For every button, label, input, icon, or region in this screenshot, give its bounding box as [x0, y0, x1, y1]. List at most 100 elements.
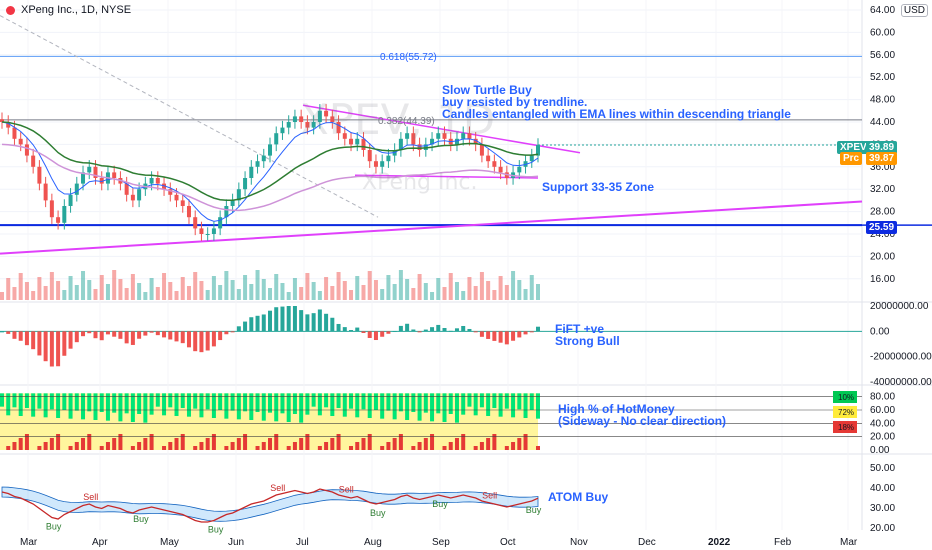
- hot-green-bar: [149, 393, 154, 415]
- volume-bar: [392, 284, 397, 300]
- fift-bar: [243, 321, 248, 332]
- hot-green-bar: [392, 393, 397, 420]
- fift-bar: [18, 331, 23, 341]
- atom-sell-label: Sell: [339, 485, 354, 495]
- candle-body: [380, 161, 385, 167]
- fift-bar: [417, 331, 422, 333]
- volume-bar: [299, 287, 304, 300]
- volume-bar: [243, 275, 248, 300]
- volume-bar: [486, 281, 491, 300]
- candle-body: [268, 144, 272, 156]
- volume-bar: [130, 274, 135, 300]
- candle-body: [255, 161, 260, 167]
- hot-red-bar: [448, 442, 453, 450]
- price-tick-label: 32.00: [870, 184, 895, 195]
- fift-tick-label: 20000000.00: [870, 301, 929, 312]
- fib-618-label: 0.618(55.72): [380, 52, 437, 63]
- fift-bar: [118, 331, 123, 339]
- hot-red-bar: [430, 434, 435, 450]
- hot-red-bar: [211, 434, 216, 450]
- atom-buy-label: Buy: [432, 499, 448, 509]
- candle-body: [411, 133, 416, 145]
- fift-bar: [130, 331, 135, 345]
- fift-bar: [43, 331, 48, 362]
- fift-bar: [479, 331, 484, 337]
- fift-bar: [249, 317, 254, 332]
- candle-body: [529, 155, 534, 162]
- fift-bar: [523, 331, 528, 335]
- hot-green-bar: [112, 393, 117, 413]
- hot-red-bar: [523, 434, 528, 450]
- volume-bar: [255, 270, 260, 300]
- candle-body: [461, 133, 466, 139]
- fift-bar: [411, 329, 416, 332]
- candle-body: [467, 133, 472, 139]
- volume-bar: [56, 281, 61, 300]
- hot-legend-value: 18%: [838, 423, 854, 432]
- ema-slow-line: [1, 121, 539, 201]
- hot-red-bar: [174, 438, 179, 450]
- volume-bar: [467, 277, 472, 300]
- descending-trendline: [302, 104, 581, 154]
- note-turtle-1: Slow Turtle Buy: [442, 83, 532, 97]
- volume-bar: [249, 284, 254, 300]
- currency-badge[interactable]: USD: [900, 4, 928, 17]
- dashed-fib-line: [0, 15, 379, 218]
- hot-red-bar: [511, 442, 516, 450]
- hot-green-bar: [473, 393, 478, 416]
- volume-bar: [479, 272, 484, 300]
- hot-green-bar: [529, 393, 534, 410]
- volume-bar: [498, 276, 503, 300]
- hot-green-bar: [342, 393, 347, 417]
- hot-green-bar: [523, 393, 528, 418]
- atom-sell-label: Sell: [83, 492, 98, 502]
- candle-body: [230, 200, 235, 206]
- hot-green-bar: [430, 393, 435, 422]
- hot-tick-label: 40.00: [870, 418, 895, 429]
- hot-green-bar: [536, 393, 540, 419]
- volume-bar: [68, 276, 73, 300]
- candle-body: [442, 133, 447, 139]
- atom-tick-label: 40.00: [870, 483, 895, 494]
- atom-sell-label: Sell: [270, 483, 285, 493]
- fift-bar: [473, 331, 478, 333]
- volume-bar: [174, 291, 179, 300]
- fift-bar: [274, 307, 279, 332]
- hot-red-bar: [199, 442, 204, 450]
- hot-green-bar: [398, 393, 403, 412]
- hot-legend-value: 10%: [838, 393, 854, 402]
- volume-bar: [6, 278, 11, 300]
- hot-green-bar: [236, 393, 241, 420]
- candle-body: [454, 138, 459, 145]
- hot-red-bar: [367, 434, 372, 450]
- volume-bar: [137, 283, 142, 300]
- fift-bar: [492, 331, 497, 341]
- hot-green-bar: [380, 393, 385, 419]
- time-tick-label: Dec: [638, 537, 656, 548]
- hot-red-bar: [517, 438, 522, 450]
- fift-bar: [236, 326, 241, 332]
- level-price-badge: 25.59: [866, 221, 898, 234]
- candle-body: [24, 144, 29, 156]
- volume-bar: [24, 282, 29, 300]
- fift-bar: [0, 331, 4, 333]
- price-tick-label: 20.00: [870, 251, 895, 262]
- prc-price-badge: 39.87: [866, 152, 898, 165]
- fift-tick-label: 0.00: [870, 326, 890, 337]
- symbol-title[interactable]: XPeng Inc., 1D, NYSE: [21, 4, 132, 16]
- fift-bar: [193, 331, 198, 352]
- candle-body: [68, 194, 73, 206]
- time-tick-label: Feb: [774, 537, 792, 548]
- fift-bar: [174, 331, 179, 342]
- hot-green-bar: [137, 393, 142, 414]
- fift-bar: [398, 325, 403, 332]
- fift-bar: [143, 331, 148, 336]
- hot-red-bar: [442, 446, 447, 450]
- status-dot-icon: [6, 5, 15, 15]
- volume-bar: [349, 290, 354, 300]
- volume-bar: [492, 290, 497, 300]
- volume-bar: [0, 292, 4, 300]
- volume-bar: [317, 291, 322, 300]
- candle-body: [199, 228, 204, 234]
